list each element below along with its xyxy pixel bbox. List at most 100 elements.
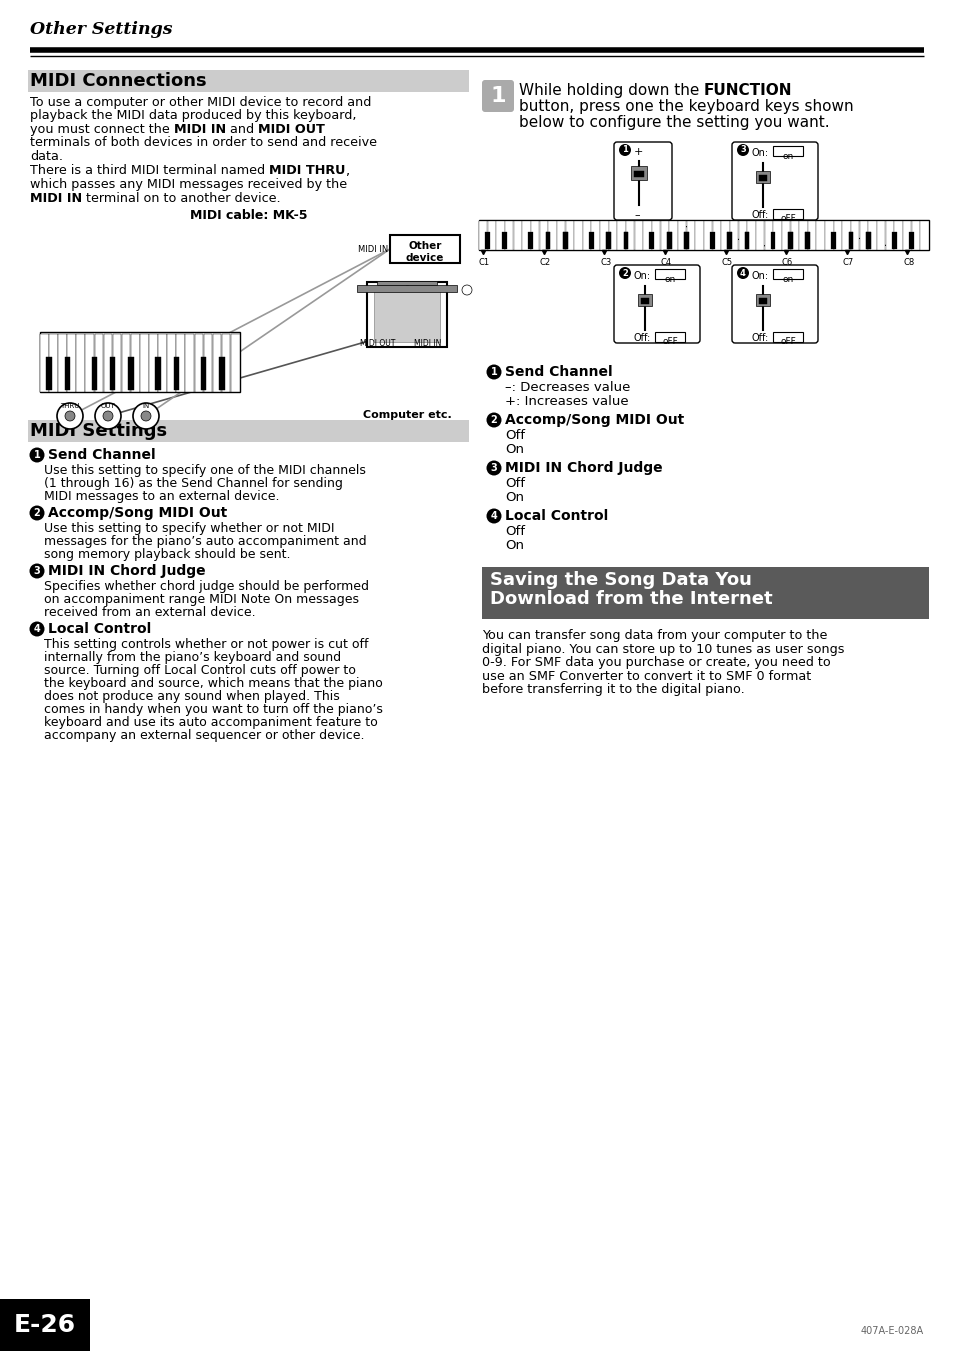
Bar [867, 222, 876, 250]
Text: on: on [781, 153, 793, 161]
Text: OUT: OUT [100, 403, 115, 409]
Text: 3: 3 [490, 463, 497, 473]
Text: 1: 1 [33, 450, 40, 459]
Text: C2: C2 [539, 258, 550, 267]
Text: MIDI messages to an external device.: MIDI messages to an external device. [44, 490, 279, 503]
Text: C6: C6 [781, 258, 792, 267]
Circle shape [103, 411, 112, 422]
Text: 2: 2 [33, 508, 40, 517]
Bar [582, 222, 591, 250]
Bar [140, 334, 149, 392]
Text: song memory playback should be sent.: song memory playback should be sent. [44, 549, 291, 561]
Text: MIDI cable: MK-5: MIDI cable: MK-5 [190, 209, 307, 222]
Text: Off: Off [504, 526, 524, 538]
Bar [504, 222, 513, 250]
Bar [531, 222, 538, 250]
Text: E-26: E-26 [14, 1313, 76, 1337]
Bar [502, 231, 507, 249]
Text: the keyboard and source, which means that the piano: the keyboard and source, which means tha… [44, 677, 382, 690]
Bar [865, 231, 870, 249]
Bar [755, 172, 769, 182]
Bar [642, 222, 651, 250]
Text: C8: C8 [902, 258, 913, 267]
Text: ,: , [345, 165, 349, 177]
Text: which passes any MIDI messages received by the: which passes any MIDI messages received … [30, 178, 347, 190]
Bar [660, 222, 668, 250]
Circle shape [737, 267, 748, 280]
Bar [40, 332, 240, 392]
Bar [891, 231, 896, 249]
Bar [131, 334, 139, 392]
Bar [588, 231, 593, 249]
Bar [562, 231, 567, 249]
Text: below to configure the setting you want.: below to configure the setting you want. [518, 115, 829, 130]
Bar [850, 222, 859, 250]
Circle shape [618, 267, 630, 280]
Bar [528, 231, 533, 249]
Bar [557, 222, 564, 250]
Bar [110, 357, 115, 390]
Bar [112, 334, 121, 392]
Bar [608, 222, 617, 250]
Bar [203, 334, 212, 392]
Bar [911, 222, 919, 250]
Bar [128, 357, 133, 390]
Bar [591, 222, 599, 250]
FancyBboxPatch shape [481, 80, 514, 112]
Bar [773, 222, 781, 250]
Text: Other
device: Other device [405, 240, 444, 262]
Bar [496, 222, 504, 250]
Text: Use this setting to specify whether or not MIDI: Use this setting to specify whether or n… [44, 521, 335, 535]
Bar [824, 222, 833, 250]
Text: use an SMF Converter to convert it to SMF 0 format: use an SMF Converter to convert it to SM… [481, 670, 810, 682]
Bar [712, 222, 720, 250]
Bar [638, 295, 651, 305]
Bar [726, 231, 731, 249]
Text: There is a third MIDI terminal named: There is a third MIDI terminal named [30, 165, 269, 177]
Bar [709, 231, 714, 249]
Text: On:: On: [751, 272, 768, 281]
Bar [565, 222, 574, 250]
Circle shape [461, 285, 472, 295]
Bar [0, 1300, 90, 1351]
Bar [666, 231, 671, 249]
Text: MIDI IN: MIDI IN [173, 123, 226, 136]
Text: IN: IN [142, 403, 150, 409]
Text: does not produce any sound when played. This: does not produce any sound when played. … [44, 690, 339, 703]
Bar [902, 222, 910, 250]
Text: button, press one the keyboard keys shown: button, press one the keyboard keys show… [518, 99, 853, 113]
Circle shape [618, 145, 630, 155]
Text: C4: C4 [660, 258, 671, 267]
Bar [772, 209, 802, 219]
Text: C7: C7 [841, 258, 853, 267]
Bar [655, 269, 684, 280]
Bar [367, 282, 447, 347]
Bar [759, 299, 766, 304]
Bar [155, 357, 161, 390]
Text: playback the MIDI data produced by this keyboard,: playback the MIDI data produced by this … [30, 109, 356, 123]
Text: 1: 1 [490, 86, 505, 105]
Bar [356, 285, 456, 292]
Bar [539, 222, 547, 250]
Circle shape [486, 508, 501, 523]
Bar [695, 222, 703, 250]
Bar [652, 222, 659, 250]
Circle shape [132, 403, 159, 430]
Text: THRU: THRU [60, 403, 80, 409]
Text: oFF: oFF [780, 213, 795, 223]
FancyBboxPatch shape [731, 265, 817, 343]
Text: On:: On: [634, 272, 651, 281]
Text: –: – [634, 209, 639, 220]
Text: You can transfer song data from your computer to the: You can transfer song data from your com… [481, 630, 826, 642]
Circle shape [30, 621, 45, 636]
Text: Accomp/Song MIDI Out: Accomp/Song MIDI Out [48, 507, 227, 520]
Bar [548, 222, 556, 250]
Text: –: Decreases value: –: Decreases value [504, 381, 630, 394]
Text: on: on [781, 276, 793, 284]
Bar [487, 222, 496, 250]
Bar [40, 334, 49, 392]
Bar [194, 334, 203, 392]
Bar [807, 222, 816, 250]
Bar [374, 289, 439, 342]
Bar [521, 222, 530, 250]
